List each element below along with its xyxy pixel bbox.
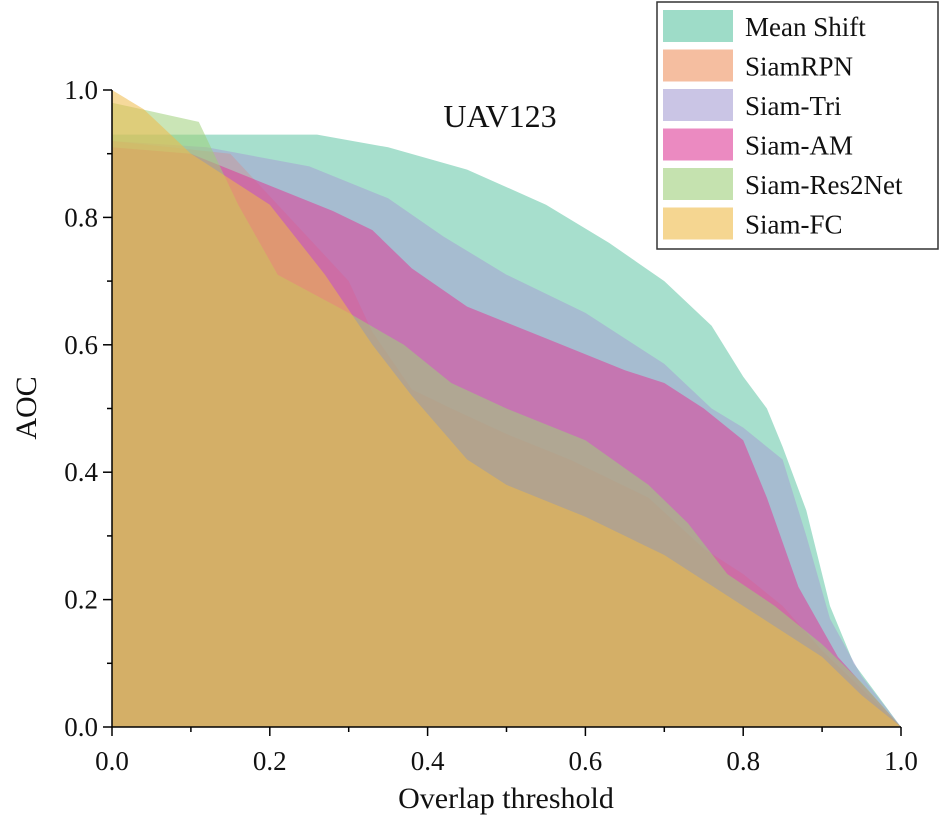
- y-tick-label: 0.6: [64, 330, 98, 360]
- x-tick-label: 0.2: [253, 746, 287, 776]
- y-tick-label: 0.4: [64, 457, 98, 487]
- legend-swatch-siam-tri: [663, 89, 733, 121]
- y-tick-label: 0.2: [64, 585, 98, 615]
- y-axis-label: AOC: [10, 376, 43, 439]
- x-tick-label: 0.8: [726, 746, 760, 776]
- x-tick-label: 0.6: [569, 746, 603, 776]
- x-tick-label: 1.0: [884, 746, 918, 776]
- legend-swatch-siam-res2net: [663, 168, 733, 200]
- legend-swatch-siam-fc: [663, 207, 733, 240]
- legend-label-siam-res2net: Siam-Res2Net: [745, 170, 903, 200]
- legend-label-siamrpn: SiamRPN: [745, 52, 853, 82]
- area-siam-fc: [112, 90, 901, 727]
- series-areas: [112, 90, 901, 728]
- x-axis-label: Overlap threshold: [398, 782, 614, 815]
- legend-label-siam-fc: Siam-FC: [745, 210, 843, 240]
- legend-label-siam-tri: Siam-Tri: [745, 91, 842, 121]
- legend-swatch-siam-am: [663, 128, 733, 161]
- axes: [103, 89, 902, 736]
- legend-box: [656, 1, 939, 250]
- chart-title: UAV123: [443, 98, 556, 134]
- legend-swatch-siamrpn: [663, 49, 733, 82]
- x-tick-label: 0.4: [411, 746, 445, 776]
- x-tick-label: 0.0: [95, 746, 129, 776]
- y-tick-label: 1.0: [64, 75, 98, 105]
- y-tick-label: 0.0: [64, 712, 98, 742]
- legend-swatch-mean-shift: [663, 10, 733, 42]
- y-tick-label: 0.8: [64, 202, 98, 232]
- legend: Mean Shift SiamRPN Siam-Tri Siam-AM Siam-Res…: [656, 1, 939, 250]
- legend-label-mean-shift: Mean Shift: [745, 12, 866, 42]
- legend-label-siam-am: Siam-AM: [745, 131, 853, 161]
- tick-labels: 0.0 0.2 0.4 0.6 0.8 1.0 0.0 0.2 0.4 0.6 0.8 1.0: [64, 75, 918, 776]
